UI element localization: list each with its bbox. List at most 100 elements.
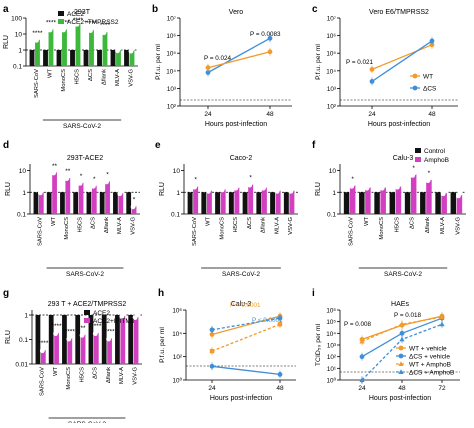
category-label: WT [364,217,370,226]
category-label: MonoCS [64,217,70,240]
y-tick-label: 10⁴ [172,331,182,338]
series-line [207,51,271,69]
bar-series1 [60,192,65,214]
category-label: MLV-A [115,69,121,86]
y-axis-label: RLU [315,182,322,196]
y-tick-label: 1 [332,190,336,197]
y-axis-label: TCID₅₀ per ml [315,323,322,366]
y-tick-label: 10² [327,104,336,111]
series-line [211,317,281,331]
significance-marker: ** [52,163,58,170]
data-point [63,24,68,30]
y-tick-label: 10 [19,168,27,175]
category-label: VSV-G [455,217,461,235]
bar-series2 [89,29,94,67]
bar-series2 [102,31,108,66]
bar-series2 [289,189,295,214]
panel-title: Calu-3 [393,155,414,162]
bar-series2 [261,186,267,214]
bar-series2 [78,181,84,214]
bar-series2 [248,183,254,214]
bar-control [83,50,89,66]
y-tick-label: 0.1 [13,64,22,71]
panel-title: Vero [229,9,244,16]
significance-marker: **** [51,323,62,330]
bar-series1 [46,192,52,214]
x-tick-label: 72 [438,385,446,392]
data-point [130,46,136,51]
bar-control [110,50,116,66]
data-point [94,328,100,334]
y-tick-label: 10³ [167,86,176,93]
data-point [399,321,405,327]
legend-marker [398,369,404,374]
legend-label: WT + vehicle [409,345,447,352]
category-label: MLV-A [119,367,125,384]
bar-series2 [220,188,226,214]
panel-title: Caco-2 [230,155,253,162]
legend-label: Control [424,148,446,155]
y-tick-label: 0.1 [327,212,336,219]
data-point [121,311,127,317]
category-label: ΔCS [93,367,99,379]
significance-marker: **** [46,20,57,27]
legend-swatch [84,310,90,315]
significance-marker: **** [86,20,97,27]
p-value-label: P = 0.021 [346,59,374,66]
category-label: Δflank [425,217,431,233]
legend-label: AmphoB [424,157,449,164]
panel-a: 0.1110100RLU293T****SARS-CoV****WT****Mo… [3,9,138,130]
panel-c: 10² 10³ 10⁴ 10⁵ 10⁶ 10⁷ 24 48 Hours post-infecti… [315,9,458,128]
panel-b: 10² 10³ 10⁴ 10⁵ 10⁶ 10⁷ 24 48 Hours post-infecti… [155,9,292,128]
data-point [249,180,255,185]
bar-control [88,315,94,364]
y-tick-label: 1 [22,190,26,197]
bar-series2 [206,189,212,214]
significance-marker: * [80,173,83,180]
data-point [55,328,60,334]
category-label: MonoCS [379,217,385,240]
data-point [108,333,113,339]
bar-series2 [54,332,59,364]
data-point [209,332,215,337]
bar-series1 [73,192,79,214]
bar-series1 [228,192,234,214]
category-label: Δflank [261,217,267,233]
data-point [90,25,95,31]
data-point [106,176,111,182]
data-point [132,201,138,207]
data-point [119,188,125,194]
data-point [399,330,405,336]
data-point [277,315,283,321]
series-line [371,40,433,82]
y-tick-label: 0.1 [171,212,180,219]
data-point [277,372,283,377]
legend-swatch [415,157,421,162]
panel-letter-g: g [3,288,9,299]
group-label: SARS-CoV-2 [63,123,101,130]
bar-series2 [65,177,71,214]
p-value-label: P < 0.0001 [230,302,261,309]
y-tick-label: 10⁶ [326,308,336,315]
data-point [442,188,448,194]
panel-f: 0.1 1 10 RLU Calu-3 * SARS-CoV WT MonoCS H5CS * ΔCS… [315,155,466,278]
bar-control [35,315,41,364]
bar-control [420,192,426,214]
bar-control [48,315,54,364]
p-value-label: P = 0.008 [344,321,372,328]
bar-series1 [256,192,262,214]
bar-series1 [187,192,193,214]
panel-letter-e: e [155,140,161,151]
significance-marker: ** [65,168,71,175]
p-value-label: P = 0.018 [394,312,422,319]
y-tick-label: 10¹ [327,366,336,373]
bar-series2 [67,337,73,364]
y-tick-label: 10 [15,32,23,39]
x-tick-label: 24 [204,111,212,118]
data-point [209,327,215,333]
bar-series2 [118,192,124,214]
bar-control [75,315,81,364]
bar-series2 [105,180,110,214]
x-tick-label: 24 [358,385,366,392]
data-point [397,182,402,187]
